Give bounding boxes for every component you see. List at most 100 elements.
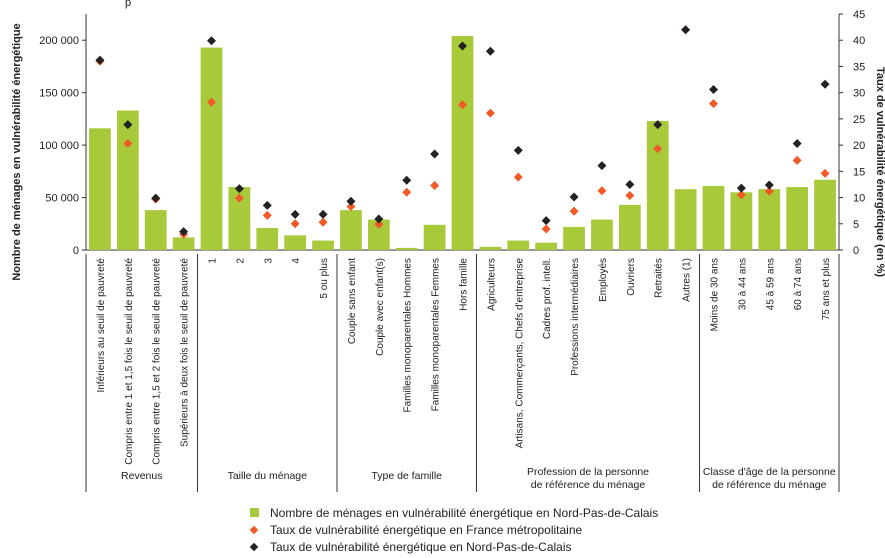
- bar: [786, 187, 809, 250]
- category-label: Familles monoparentales Hommes: [403, 258, 414, 413]
- category-label: 4: [291, 258, 302, 264]
- npdc-rate-marker: [318, 209, 328, 219]
- bar: [507, 240, 530, 250]
- npdc-rate-marker: [681, 25, 691, 35]
- right-tick-label: 45: [853, 9, 865, 21]
- bar: [814, 179, 836, 250]
- category-label: 60 à 74 ans: [793, 258, 804, 310]
- npdc-rate-marker: [123, 120, 133, 130]
- category-label: Hors famille: [459, 258, 470, 311]
- bar: [172, 237, 195, 250]
- group-label-line: Type de famille: [371, 470, 442, 482]
- bar: [395, 247, 418, 250]
- right-tick-label: 35: [853, 61, 865, 73]
- france-rate-marker: [430, 180, 440, 190]
- npdc-rate-marker: [234, 184, 244, 194]
- markers-layer: [95, 25, 830, 239]
- left-tick-label: 100 000: [39, 140, 79, 152]
- bar: [646, 120, 669, 250]
- category-label: 75 ans et plus: [821, 258, 832, 320]
- bar: [340, 210, 362, 250]
- group-label-line: de référence du ménage: [712, 479, 827, 491]
- france-rate-marker: [458, 100, 467, 110]
- npdc-rate-marker: [653, 120, 663, 130]
- right-tick-label: 5: [853, 219, 859, 231]
- category-label: 3: [263, 258, 274, 264]
- category-label: Agriculteurs: [486, 258, 497, 311]
- category-label: 1: [208, 258, 219, 264]
- category-label: 5 ou plus: [319, 258, 330, 299]
- category-label: 45 à 59 ans: [765, 258, 776, 310]
- legend-swatch-france-diamond-icon: [249, 525, 259, 534]
- group-label: Type de famille: [371, 470, 442, 482]
- bar: [618, 204, 641, 250]
- france-rate-marker: [513, 172, 523, 182]
- category-label: Professions intermédiaires: [570, 258, 581, 376]
- npdc-rate-marker: [513, 145, 523, 155]
- bar: [89, 128, 111, 250]
- bar: [116, 110, 139, 251]
- bar: [200, 47, 223, 250]
- france-rate-marker: [709, 99, 718, 109]
- npdc-rate-marker: [262, 200, 272, 210]
- bar: [591, 219, 613, 250]
- group-label: Profession de la personne de référence du…: [527, 466, 649, 491]
- france-rate-marker: [374, 219, 384, 229]
- right-tick-label: 25: [853, 114, 865, 126]
- npdc-rate-marker: [736, 183, 746, 193]
- npdc-rate-marker: [207, 36, 216, 46]
- france-rate-marker: [318, 217, 328, 227]
- left-tick-label: 200 000: [39, 35, 79, 47]
- bar: [563, 226, 585, 250]
- france-rate-marker: [820, 168, 830, 178]
- group-label-line: Classe d'âge de la personne: [703, 466, 836, 478]
- group-label-line: Revenus: [121, 470, 162, 482]
- bar: [144, 210, 167, 250]
- top-label: p: [125, 0, 131, 9]
- legend-label-npdc: Taux de vulnérabilité énergétique en Nor…: [270, 539, 572, 554]
- right-tick-label: 20: [853, 140, 865, 152]
- category-label: 2: [235, 258, 246, 264]
- right-tick-label: 40: [853, 35, 865, 47]
- bar: [423, 224, 446, 250]
- axes: 0 50 000 100 000 150 000 200 000 0 5 10 15 20 25 30…: [11, 9, 885, 492]
- left-tick-label: 50 000: [45, 193, 79, 205]
- npdc-rate-marker: [792, 139, 802, 149]
- category-label: Autres (1): [682, 258, 693, 302]
- energy-vulnerability-chart: 0 50 000 100 000 150 000 200 000 0 5 10 15 20 25 30…: [11, 0, 885, 492]
- france-rate-marker: [764, 186, 774, 196]
- france-rate-marker: [485, 108, 495, 118]
- y2-axis-title: Taux de vulnérabilité énergétique (en %): [874, 67, 885, 277]
- category-label: Compris entre 1 et 1,5 fois le seuil de …: [124, 258, 135, 465]
- bar: [479, 246, 502, 250]
- group-label: Revenus: [121, 470, 162, 482]
- category-label: Cadres prof. intell.: [542, 258, 553, 339]
- bar: [367, 219, 390, 250]
- npdc-rate-marker: [709, 85, 718, 95]
- category-labels: Inférieurs au seuil de pauvreté Compris e…: [96, 258, 836, 491]
- npdc-rate-marker: [820, 79, 830, 89]
- left-tick-label: 150 000: [39, 88, 79, 100]
- france-rate-marker: [625, 190, 635, 200]
- legend-item-france: Taux de vulnérabilité énergétique en Fra…: [248, 521, 658, 538]
- npdc-rate-marker: [625, 179, 635, 189]
- y-axis-title: Nombre de ménages en vulnérabilité énerg…: [11, 23, 23, 280]
- legend-swatch-bars: [250, 508, 259, 517]
- category-label: Ouvriers: [626, 258, 637, 296]
- npdc-rate-marker: [179, 227, 189, 237]
- category-label: Supérieurs à deux fois le seuil de pauvr…: [180, 258, 191, 447]
- category-label: Employés: [598, 258, 609, 302]
- bar: [730, 192, 753, 250]
- category-label: Retraités: [654, 258, 665, 298]
- npdc-rate-marker: [569, 192, 579, 202]
- right-tick-label: 10: [853, 193, 865, 205]
- bars-layer: [89, 36, 836, 251]
- legend: Nombre de ménages en vulnérabilité énerg…: [248, 504, 658, 555]
- legend-label-bars: Nombre de ménages en vulnérabilité énerg…: [270, 505, 659, 520]
- france-rate-marker: [402, 187, 412, 197]
- npdc-rate-marker: [597, 161, 607, 171]
- bar: [535, 242, 558, 250]
- bar: [758, 189, 781, 250]
- france-rate-marker: [653, 144, 663, 154]
- right-tick-label: 30: [853, 88, 865, 100]
